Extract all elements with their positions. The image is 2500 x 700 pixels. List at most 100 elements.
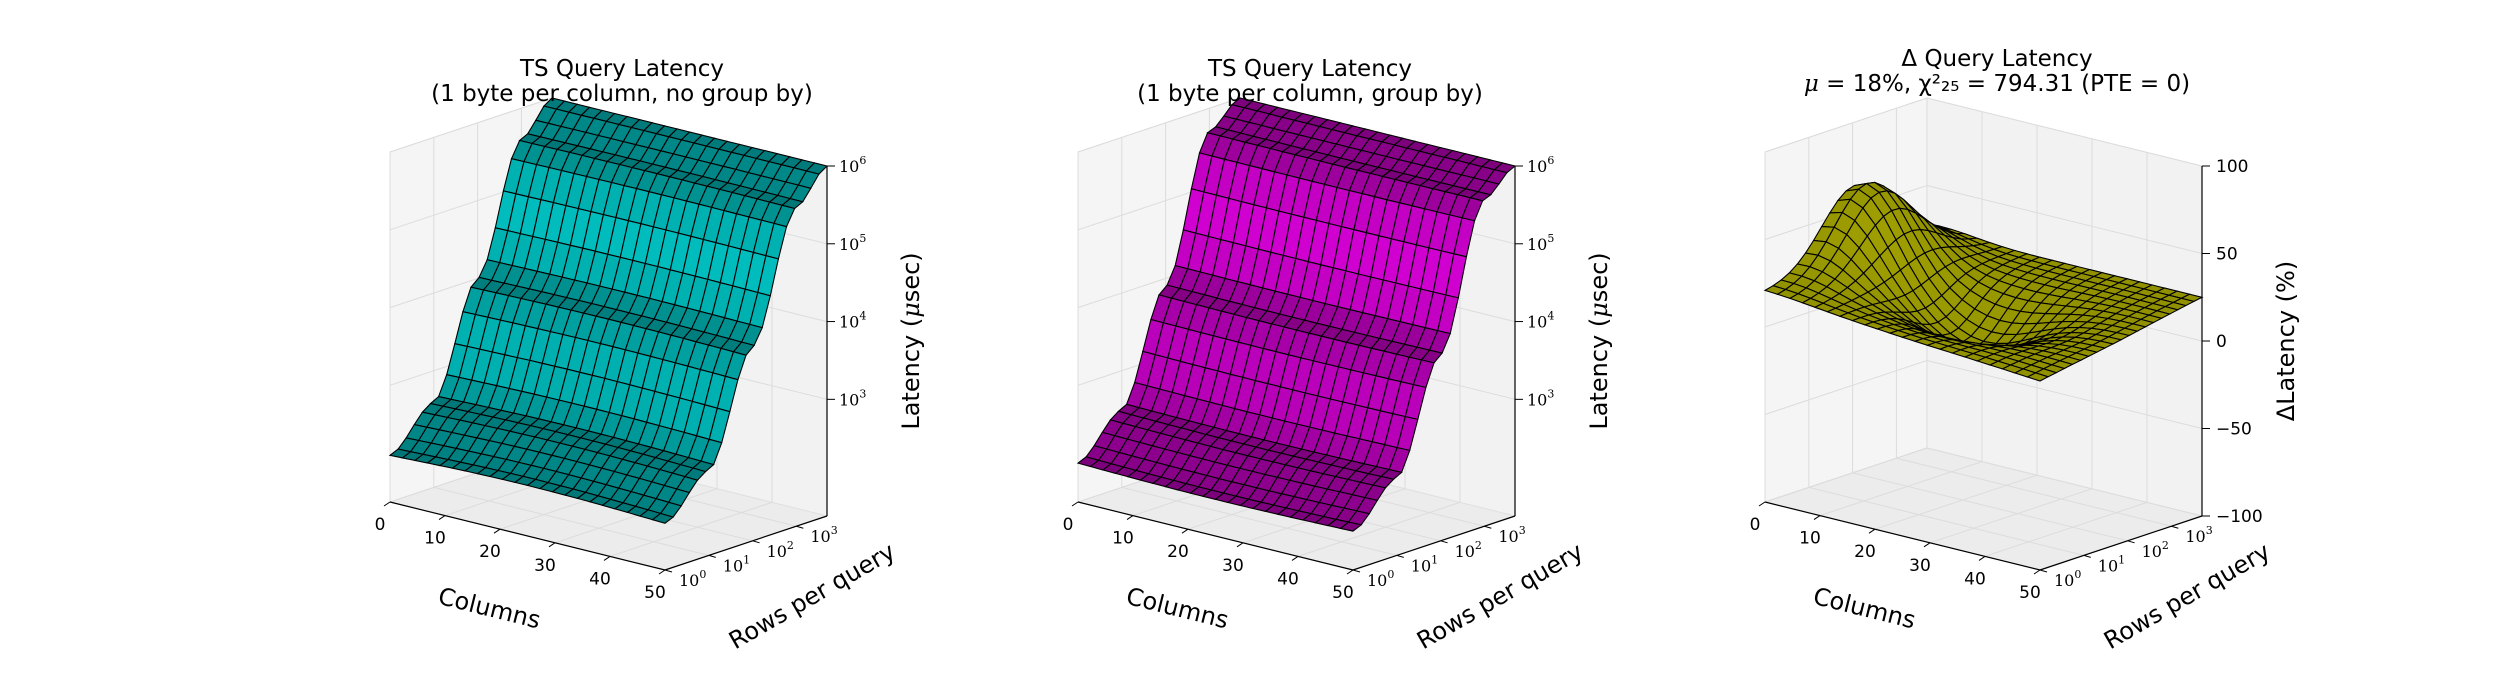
- chart-title: TS Query Latency(1 byte per column, no g…: [431, 56, 813, 107]
- x-tick: [383, 501, 391, 507]
- chart-title-line: TS Query Latency: [519, 56, 724, 82]
- axis-lines: [1077, 166, 1516, 571]
- y-axis-line: [2039, 515, 2203, 571]
- x-tick: [1346, 569, 1354, 575]
- z-tick-labels: 103 104 105 106: [1515, 154, 1554, 409]
- z-tick-labels: 103 104 105 106: [827, 154, 866, 409]
- z-tick-label: −100: [2216, 507, 2263, 527]
- x-tick-label: 0: [1750, 515, 1761, 535]
- x-tick-label: 40: [1277, 569, 1299, 589]
- x-tick: [1758, 501, 1766, 507]
- x-tick-label: 10: [1112, 529, 1134, 549]
- axis-lines: [389, 166, 828, 571]
- x-tick: [548, 542, 556, 548]
- x-tick-label: 50: [1332, 583, 1354, 603]
- x-tick: [2033, 569, 2041, 575]
- chart-title-line: μ = 18%, χ²₂₅ = 794.31 (PTE = 0): [1804, 71, 2190, 97]
- y-tick: [708, 554, 716, 558]
- z-tick-label: 105: [839, 232, 866, 254]
- z-axis-label: Latency (μsec): [1585, 252, 1613, 429]
- y-tick-label: 100: [1367, 568, 1394, 590]
- z-tick-label: 103: [1527, 387, 1554, 409]
- y-tick: [1352, 569, 1361, 573]
- x-tick-labels: 0 10 20 30 40 50: [1063, 501, 1354, 603]
- y-axis-label: Rows per query: [724, 537, 900, 655]
- x-tick: [1868, 528, 1876, 534]
- z-tick-label: 103: [839, 387, 866, 409]
- x-tick: [1978, 555, 1986, 561]
- x-tick-label: 40: [1964, 569, 1986, 589]
- y-tick-label: 102: [767, 539, 794, 561]
- x-tick-label: 10: [424, 529, 446, 549]
- x-tick-label: 20: [1854, 542, 1876, 562]
- x-axis-label: Columns: [1123, 582, 1231, 634]
- x-tick: [603, 555, 611, 561]
- x-tick: [1923, 542, 1931, 548]
- x-tick-label: 40: [589, 569, 611, 589]
- y-tick: [2127, 540, 2135, 544]
- chart-title-line: (1 byte per column, no group by): [431, 81, 813, 107]
- z-axis-label: Latency (μsec): [897, 252, 925, 429]
- x-tick-label: 50: [2019, 583, 2041, 603]
- gridline-z: [1764, 447, 2203, 517]
- y-tick-label: 101: [1411, 553, 1438, 575]
- surface-patch: [651, 512, 675, 524]
- gridline-y: [1121, 137, 1397, 556]
- x-tick-labels: 0 10 20 30 40 50: [1750, 501, 2041, 603]
- surface-patch: [1339, 521, 1363, 532]
- z-tick-label: 106: [1527, 154, 1554, 176]
- chart-title: TS Query Latency(1 byte per column, grou…: [1137, 56, 1483, 107]
- chart-panel-3: 0 10 20 30 40 50 100 101 102 103−100 −50 0 50 100 Colu…: [1750, 46, 2300, 655]
- x-axis-line: [1764, 501, 2041, 571]
- x-tick: [1126, 515, 1134, 521]
- x-tick-label: 30: [534, 556, 556, 576]
- x-tick-labels: 0 10 20 30 40 50: [375, 501, 666, 603]
- y-tick-label: 102: [2142, 539, 2169, 561]
- y-tick-label: 103: [2185, 524, 2212, 546]
- x-tick: [1181, 528, 1189, 534]
- gridline-y: [433, 137, 709, 556]
- gridline-z: [1764, 184, 2203, 254]
- y-tick-label: 101: [723, 553, 750, 575]
- x-tick: [1236, 542, 1244, 548]
- chart-title-line: (1 byte per column, group by): [1137, 81, 1483, 107]
- y-axis-label: Rows per query: [1412, 537, 1588, 655]
- y-tick: [1440, 540, 1448, 544]
- x-axis-label: Columns: [1810, 582, 1918, 634]
- y-tick-labels: 100 101 102 103: [2039, 524, 2213, 590]
- y-tick: [2039, 569, 2048, 573]
- y-tick-label: 101: [2098, 553, 2125, 575]
- z-tick-label: 105: [1527, 232, 1554, 254]
- x-axis-line: [389, 501, 666, 571]
- z-tick-label: 106: [839, 154, 866, 176]
- z-tick-label: −50: [2216, 420, 2252, 440]
- y-tick-label: 102: [1455, 539, 1482, 561]
- x-axis-line: [1077, 501, 1354, 571]
- y-tick: [2171, 525, 2179, 529]
- x-tick: [1813, 515, 1821, 521]
- y-tick-label: 103: [1498, 524, 1525, 546]
- y-axis-label: Rows per query: [2099, 537, 2275, 655]
- gridline-z: [1764, 359, 2203, 429]
- x-tick: [658, 569, 666, 575]
- y-tick-labels: 100 101 102 103: [664, 524, 838, 590]
- x-tick-label: 0: [1063, 515, 1074, 535]
- z-tick-label: 104: [839, 310, 866, 332]
- gridline-z: [1764, 97, 2203, 167]
- y-tick: [1396, 554, 1404, 558]
- chart-title-line: TS Query Latency: [1207, 56, 1412, 82]
- y-axis-line: [664, 515, 828, 571]
- z-tick-label: 50: [2216, 245, 2238, 265]
- y-tick-label: 100: [679, 568, 706, 590]
- x-tick-label: 30: [1909, 556, 1931, 576]
- z-tick-label: 104: [1527, 310, 1554, 332]
- x-tick: [438, 515, 446, 521]
- x-tick-label: 0: [375, 515, 386, 535]
- x-axis-label: Columns: [435, 582, 543, 634]
- z-axis-label: ΔLatency (%): [2272, 261, 2300, 421]
- y-tick: [752, 540, 760, 544]
- surface-patch: [2026, 372, 2050, 382]
- x-tick-label: 20: [479, 542, 501, 562]
